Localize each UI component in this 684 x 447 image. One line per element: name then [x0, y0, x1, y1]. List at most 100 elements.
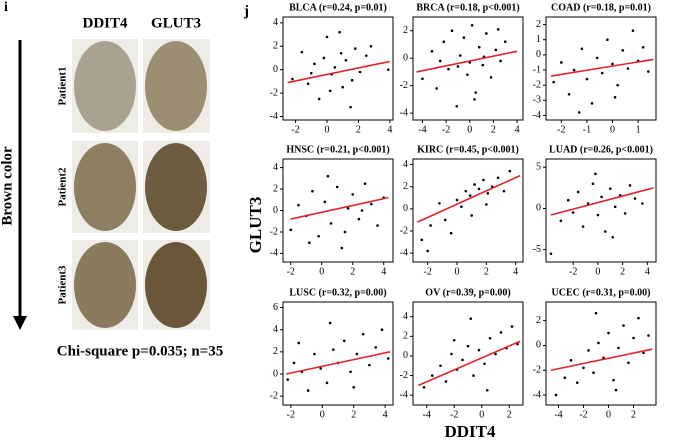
- point: [360, 209, 364, 212]
- point: [569, 359, 573, 362]
- point: [364, 54, 368, 57]
- point: [611, 235, 615, 239]
- x-tick-label: -2: [579, 409, 587, 420]
- plot-frame: [412, 301, 524, 406]
- point: [626, 67, 630, 70]
- plot-frame: [412, 158, 524, 263]
- point: [641, 45, 645, 49]
- point: [328, 321, 332, 325]
- point: [489, 76, 493, 79]
- x-tick-label: 0: [467, 124, 472, 135]
- point: [429, 224, 432, 227]
- point: [481, 63, 485, 67]
- y-tick-label: -3: [533, 95, 541, 106]
- point: [339, 51, 343, 55]
- y-tick-label: 2: [403, 25, 408, 36]
- point: [452, 338, 456, 342]
- point: [473, 98, 476, 101]
- point: [580, 47, 584, 51]
- y-tick-label: -1: [533, 64, 541, 75]
- chart-title: KIRC (r=0.45, p<0.001): [417, 144, 519, 155]
- point: [614, 388, 618, 392]
- point: [470, 23, 474, 27]
- point: [421, 77, 424, 81]
- x-tick-label: 4: [513, 266, 518, 277]
- point: [462, 36, 466, 39]
- tissue: [145, 143, 207, 231]
- y-tick-label: 2: [273, 41, 278, 52]
- point: [342, 339, 346, 343]
- point: [329, 222, 333, 225]
- tissue: [74, 242, 136, 328]
- point: [597, 341, 600, 345]
- row-label: Patient3: [57, 265, 69, 305]
- chart-title: BRCA (r=0.18, p<0.001): [416, 2, 519, 13]
- x-tick-label: -2: [291, 124, 299, 135]
- y-tick-label: 4: [403, 159, 408, 170]
- point: [450, 352, 453, 356]
- y-tick-label: 6: [273, 302, 278, 313]
- point: [317, 234, 320, 238]
- x-tick-label: 2: [507, 409, 512, 420]
- point: [563, 376, 567, 379]
- point: [637, 316, 640, 320]
- point: [494, 352, 497, 356]
- point: [443, 218, 447, 222]
- chart-title: HNSC (r=0.21, p<0.001): [286, 144, 389, 155]
- x-tick-label: 0: [455, 266, 460, 277]
- point: [289, 228, 293, 232]
- point: [319, 367, 323, 370]
- point: [510, 325, 514, 328]
- y-tick-label: 4: [273, 17, 278, 28]
- point: [325, 381, 329, 385]
- plot-frame: [545, 158, 657, 263]
- point: [335, 185, 339, 189]
- column-label: DDIT4: [82, 15, 128, 31]
- x-tick-label: 2: [491, 124, 496, 135]
- point: [595, 56, 599, 60]
- point: [311, 189, 314, 193]
- x-tick-label: 2: [351, 409, 356, 420]
- point: [370, 202, 373, 206]
- point: [361, 332, 365, 336]
- x-tick-label: -4: [423, 409, 431, 420]
- column-label: GLUT3: [151, 15, 201, 31]
- point: [333, 66, 337, 69]
- plot-frame: [282, 158, 394, 263]
- x-axis-label: DDIT4: [444, 422, 496, 441]
- point: [447, 67, 450, 71]
- point: [439, 364, 442, 368]
- fit-line: [416, 50, 518, 73]
- y-tick-label: 0: [273, 205, 278, 216]
- x-tick-label: -2: [287, 266, 295, 277]
- point: [438, 202, 441, 205]
- y-tick-label: 0: [403, 203, 408, 214]
- chart-title: BLCA (r=0.24, p=0.01): [289, 2, 387, 13]
- point: [631, 29, 635, 32]
- point: [590, 102, 594, 105]
- chart-title: OV (r=0.39, p=0.00): [425, 287, 510, 298]
- y-tick-label: 0: [536, 203, 541, 214]
- point: [642, 351, 645, 355]
- y-tick-label: -2: [270, 226, 278, 237]
- y-tick-label: 2: [403, 331, 408, 342]
- point: [641, 202, 644, 205]
- point: [485, 203, 488, 206]
- point: [368, 363, 371, 367]
- point: [633, 197, 637, 200]
- point: [627, 361, 630, 365]
- point: [300, 50, 304, 54]
- point: [617, 346, 620, 350]
- point: [323, 200, 327, 204]
- point: [297, 203, 300, 207]
- row-label: Patient1: [57, 66, 69, 105]
- point: [355, 352, 359, 356]
- y-tick-label: -2: [270, 390, 278, 401]
- fit-line: [550, 58, 654, 77]
- plot-frame: [545, 301, 657, 406]
- point: [477, 45, 481, 49]
- point: [508, 169, 512, 173]
- point: [341, 85, 345, 89]
- tissue: [74, 143, 136, 231]
- point: [552, 80, 555, 84]
